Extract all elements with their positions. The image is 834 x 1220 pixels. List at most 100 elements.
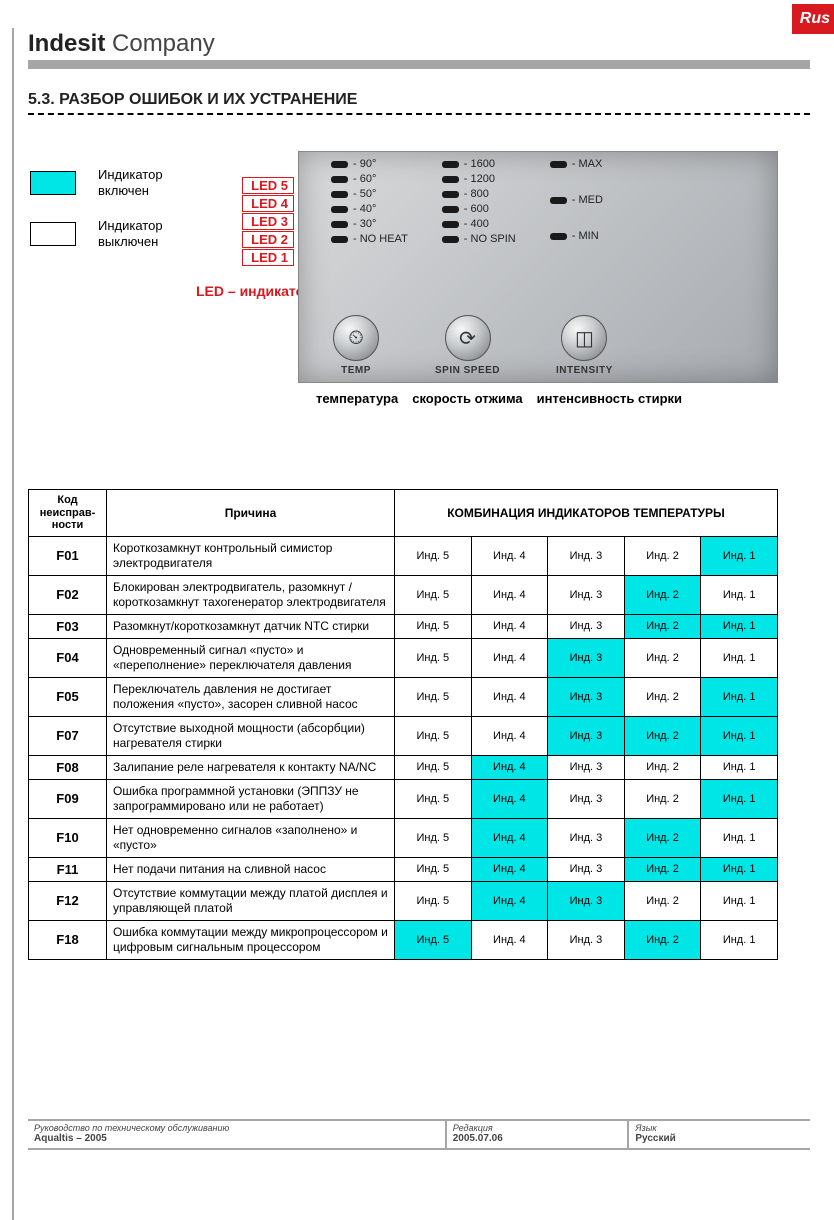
td-indicator: Инд. 1 — [701, 536, 778, 575]
panel-indicator-line: - 600 — [442, 203, 516, 215]
panel-indicator-line: - NO HEAT — [331, 233, 408, 245]
panel-caption-2: скорость отжима — [412, 391, 522, 406]
td-indicator: Инд. 1 — [701, 677, 778, 716]
panel-button: ⟳ SPIN SPEED — [435, 315, 500, 376]
table-row: F03Разомкнут/короткозамкнут датчик NTC с… — [29, 614, 778, 638]
indicator-dot — [442, 206, 459, 213]
table-row: F11Нет подачи питания на сливной насосИн… — [29, 857, 778, 881]
td-code: F10 — [29, 818, 107, 857]
td-indicator: Инд. 3 — [548, 677, 625, 716]
td-indicator: Инд. 3 — [548, 614, 625, 638]
control-panel-photo: - 90°- 60°- 50°- 40°- 30°- NO HEAT - 160… — [298, 151, 778, 383]
indicator-text: - MAX — [572, 158, 603, 170]
td-indicator: Инд. 1 — [701, 716, 778, 755]
td-code: F12 — [29, 881, 107, 920]
td-indicator: Инд. 4 — [471, 614, 548, 638]
section-title: 5.3. РАЗБОР ОШИБОК И ИХ УСТРАНЕНИЕ — [28, 91, 810, 109]
td-indicator: Инд. 5 — [395, 677, 472, 716]
td-cause: Нет одновременно сигналов «заполнено» и … — [107, 818, 395, 857]
footer-c2-lbl: Редакция — [453, 1123, 622, 1133]
indicator-dot — [442, 236, 459, 243]
td-cause: Переключатель давления не достигает поло… — [107, 677, 395, 716]
panel-indicator-line: - MIN — [550, 230, 603, 242]
td-code: F09 — [29, 779, 107, 818]
td-indicator: Инд. 3 — [548, 536, 625, 575]
led-caption: LED – индикатор — [196, 283, 313, 299]
indicator-text: - 60° — [353, 173, 376, 185]
top-illustration: Индикатор включен Индикатор выключен LED… — [28, 167, 810, 467]
td-indicator: Инд. 2 — [624, 638, 701, 677]
td-cause: Отсутствие коммутации между платой диспл… — [107, 881, 395, 920]
indicator-dot — [331, 221, 348, 228]
footer-c1-lbl: Руководство по техническому обслуживанию — [34, 1123, 439, 1133]
led-label: LED 3 — [242, 213, 294, 230]
panel-caption-row: температура скорость отжима интенсивност… — [298, 391, 778, 406]
panel-button-icon: ◫ — [561, 315, 607, 361]
indicator-text: - 800 — [464, 188, 489, 200]
td-indicator: Инд. 5 — [395, 638, 472, 677]
th-combo: КОМБИНАЦИЯ ИНДИКАТОРОВ ТЕМПЕРАТУРЫ — [395, 490, 778, 537]
led-label: LED 5 — [242, 177, 294, 194]
td-indicator: Инд. 4 — [471, 779, 548, 818]
table-row: F01Короткозамкнут контрольный симистор э… — [29, 536, 778, 575]
td-indicator: Инд. 4 — [471, 536, 548, 575]
brand-light: Company — [105, 30, 214, 57]
indicator-text: - MIN — [572, 230, 599, 242]
indicator-text: - 40° — [353, 203, 376, 215]
panel-button-label: SPIN SPEED — [435, 365, 500, 376]
legend-on-label: Индикатор включен — [98, 167, 208, 200]
td-indicator: Инд. 1 — [701, 881, 778, 920]
indicator-dot — [442, 221, 459, 228]
indicator-text: - 30° — [353, 218, 376, 230]
legend: Индикатор включен Индикатор выключен — [30, 167, 208, 268]
panel-indicator-line: - 30° — [331, 218, 408, 230]
td-cause: Блокирован электродвигатель, разомкнут /… — [107, 575, 395, 614]
led-label-stack: LED 5LED 4LED 3LED 2LED 1 — [242, 177, 294, 267]
td-indicator: Инд. 5 — [395, 881, 472, 920]
panel-indicator-line: - MAX — [550, 158, 603, 170]
indicator-dot — [550, 233, 567, 240]
indicator-text: - 1200 — [464, 173, 495, 185]
indicator-dot — [331, 191, 348, 198]
table-row: F05Переключатель давления не достигает п… — [29, 677, 778, 716]
td-indicator: Инд. 2 — [624, 881, 701, 920]
indicator-dot — [331, 236, 348, 243]
table-row: F08Залипание реле нагревателя к контакту… — [29, 755, 778, 779]
td-code: F08 — [29, 755, 107, 779]
led-label: LED 2 — [242, 231, 294, 248]
td-indicator: Инд. 2 — [624, 920, 701, 959]
td-indicator: Инд. 1 — [701, 575, 778, 614]
table-row: F10Нет одновременно сигналов «заполнено»… — [29, 818, 778, 857]
indicator-dot — [331, 206, 348, 213]
error-table: Код неисправ-ности Причина КОМБИНАЦИЯ ИН… — [28, 489, 778, 960]
td-indicator: Инд. 5 — [395, 755, 472, 779]
page-content: Indesit Company 5.3. РАЗБОР ОШИБОК И ИХ … — [28, 0, 810, 960]
td-indicator: Инд. 3 — [548, 818, 625, 857]
footer-c3-lbl: Язык — [635, 1123, 804, 1133]
td-cause: Разомкнут/короткозамкнут датчик NTC стир… — [107, 614, 395, 638]
panel-indicator-line: - 1600 — [442, 158, 516, 170]
td-indicator: Инд. 2 — [624, 677, 701, 716]
td-indicator: Инд. 2 — [624, 857, 701, 881]
panel-button-icon: ⟳ — [445, 315, 491, 361]
td-indicator: Инд. 3 — [548, 716, 625, 755]
td-indicator: Инд. 2 — [624, 575, 701, 614]
td-indicator: Инд. 1 — [701, 920, 778, 959]
footer: Руководство по техническому обслуживанию… — [28, 1119, 810, 1150]
table-row: F18Ошибка коммутации между микропроцессо… — [29, 920, 778, 959]
table-row: F02Блокирован электродвигатель, разомкну… — [29, 575, 778, 614]
td-code: F05 — [29, 677, 107, 716]
td-cause: Ошибка коммутации между микропроцессором… — [107, 920, 395, 959]
brand-row: Indesit Company — [28, 30, 810, 58]
indicator-dot — [442, 191, 459, 198]
td-indicator: Инд. 5 — [395, 920, 472, 959]
td-cause: Ошибка программной установки (ЭППЗУ не з… — [107, 779, 395, 818]
legend-off-label: Индикатор выключен — [98, 218, 208, 251]
td-indicator: Инд. 5 — [395, 818, 472, 857]
indicator-dot — [331, 176, 348, 183]
td-indicator: Инд. 4 — [471, 818, 548, 857]
indicator-text: - NO HEAT — [353, 233, 408, 245]
panel-indicator-line: - 400 — [442, 218, 516, 230]
td-indicator: Инд. 3 — [548, 779, 625, 818]
indicator-text: - 90° — [353, 158, 376, 170]
